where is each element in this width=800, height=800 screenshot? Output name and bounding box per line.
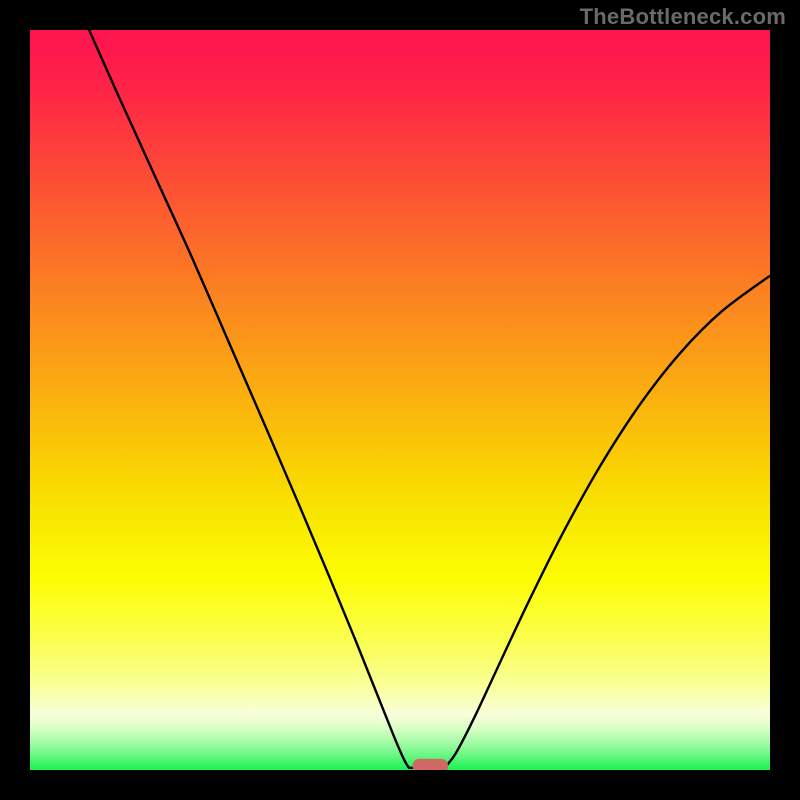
watermark-text: TheBottleneck.com — [580, 4, 786, 30]
bottleneck-curve-chart — [0, 0, 800, 800]
chart-container: TheBottleneck.com — [0, 0, 800, 800]
minimum-marker — [413, 759, 449, 773]
plot-background — [30, 30, 770, 770]
